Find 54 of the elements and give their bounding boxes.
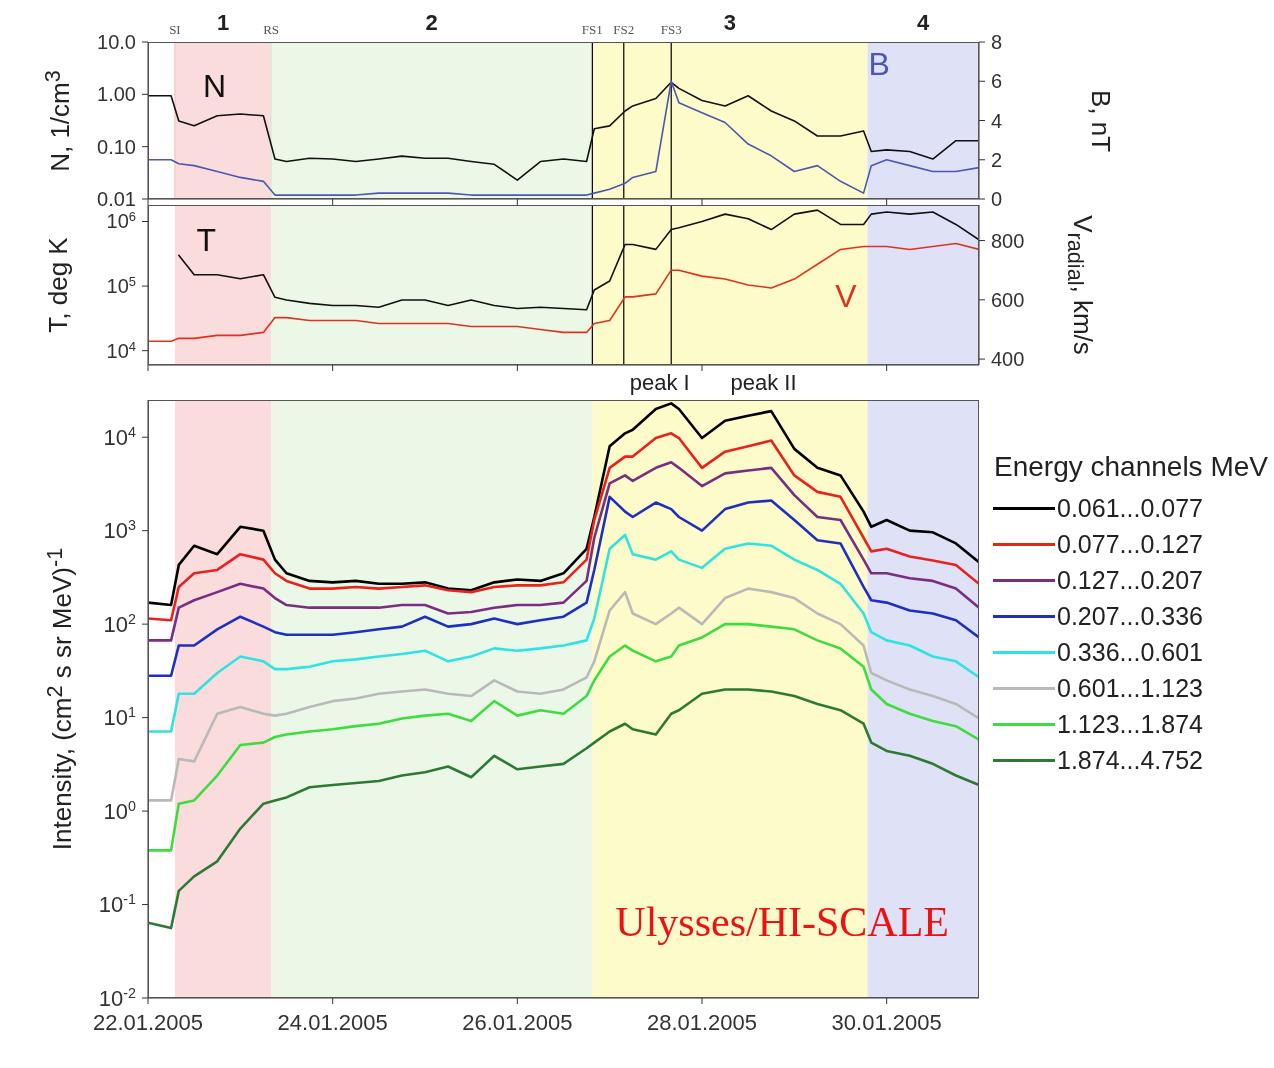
- band-label: 1: [216, 10, 230, 35]
- y-tick-label: 10$^{5}$: [106, 273, 136, 298]
- y2-tick-label: 800: [991, 229, 1025, 252]
- y2-tick-label: 0: [991, 188, 1003, 210]
- series-label: V: [835, 277, 857, 315]
- y2-tick-label: 8: [991, 31, 1003, 53]
- y2-tick-label: 4: [991, 109, 1003, 132]
- legend-label: 0.127...0.207: [1057, 565, 1203, 595]
- y-tick-label: 10$^{3}$: [103, 517, 137, 544]
- legend-label: 0.601...1.123: [1057, 673, 1203, 703]
- legend-title: Energy channels MeV: [993, 450, 1269, 484]
- y2-tick-label: 400: [991, 348, 1025, 371]
- series-label: T: [196, 221, 216, 259]
- ref-line-label: FS2: [613, 22, 635, 37]
- y-tick-label: 10$^{4}$: [103, 423, 137, 450]
- legend-label: 0.077...0.127: [1057, 529, 1203, 559]
- y-tick-label: 10$^{2}$: [103, 610, 137, 637]
- band-label: 3: [723, 10, 737, 35]
- y-tick-label: 10$^{6}$: [106, 208, 136, 233]
- x-tick-label: 28.01.2005: [646, 1010, 758, 1035]
- y-tick-label: 10$^{1}$: [103, 704, 137, 731]
- y-tick-label: 10$^{0}$: [103, 797, 137, 824]
- ref-line-label: FS1: [581, 22, 603, 37]
- band-label: 2: [425, 10, 438, 35]
- y2-tick-label: 600: [991, 288, 1025, 311]
- legend-label: 0.336...0.601: [1057, 637, 1203, 667]
- y-tick-label: 10.0: [97, 31, 136, 53]
- ref-line-label: RS: [263, 22, 280, 37]
- x-tick-label: 22.01.2005: [92, 1010, 204, 1035]
- ref-line-label: SI: [169, 22, 181, 37]
- band-label: 4: [917, 10, 931, 35]
- y2-tick-label: 6: [991, 70, 1003, 93]
- y-axis-title: T, deg K: [42, 237, 74, 333]
- annotation: Ulysses/HI-SCALE: [615, 898, 949, 946]
- legend-label: 1.123...1.874: [1057, 709, 1203, 739]
- y2-tick-label: 2: [991, 148, 1003, 171]
- y-tick-label: 1.00: [97, 83, 136, 106]
- y2-axis-title: B, nT: [1084, 89, 1116, 152]
- y-tick-label: 10$^{4}$: [106, 338, 136, 362]
- annotation: peak II: [730, 370, 797, 396]
- text: B: [868, 45, 890, 83]
- series-label: N: [202, 67, 227, 105]
- y-tick-label: 0.10: [97, 135, 136, 158]
- x-tick-label: 30.01.2005: [831, 1010, 942, 1035]
- y-tick-label: 10$^{-1}$: [98, 891, 137, 918]
- x-tick-label: 26.01.2005: [462, 1010, 573, 1035]
- y-tick-label: 10$^{-2}$: [98, 984, 137, 1011]
- ref-line-label: FS3: [660, 22, 682, 37]
- legend-label: 0.061...0.077: [1057, 493, 1203, 523]
- annotation: peak I: [629, 370, 690, 396]
- legend-label: 0.207...0.336: [1057, 601, 1203, 631]
- x-tick-label: 24.01.2005: [277, 1010, 388, 1035]
- legend-label: 1.874...4.752: [1057, 745, 1203, 775]
- y-tick-label: 0.01: [97, 188, 136, 210]
